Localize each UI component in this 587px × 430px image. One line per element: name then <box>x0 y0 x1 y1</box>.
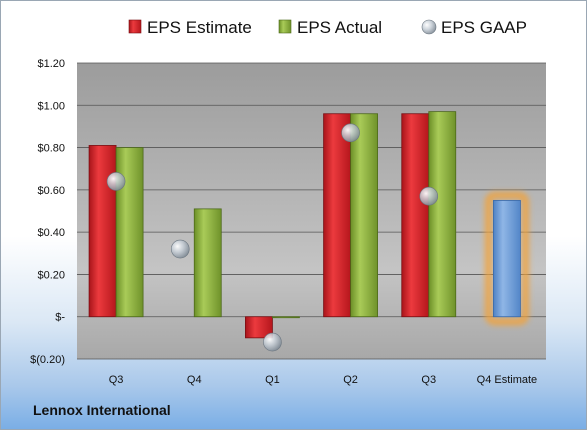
legend-label: EPS GAAP <box>441 18 527 37</box>
x-tick-label: Q1 <box>265 374 280 386</box>
y-tick-label: $- <box>55 312 65 324</box>
legend-swatch <box>128 19 142 34</box>
y-tick-label: $0.80 <box>37 143 65 155</box>
legend-label: EPS Actual <box>297 18 382 37</box>
y-tick-label: $0.40 <box>37 227 65 239</box>
y-tick-label: $(0.20) <box>30 354 65 366</box>
eps-actual-bar <box>350 113 378 318</box>
eps-gaap-point <box>419 186 439 206</box>
plot-background <box>77 63 546 359</box>
y-tick-label: $0.60 <box>37 185 65 197</box>
legend-swatch <box>421 19 437 35</box>
eps-gaap-point <box>341 123 360 143</box>
y-tick-label: $1.20 <box>37 58 65 70</box>
x-tick-label: Q4 Estimate <box>477 374 538 386</box>
x-tick-label: Q2 <box>343 374 358 386</box>
eps-estimate-bar <box>88 145 117 318</box>
eps-actual-bar <box>115 147 144 318</box>
legend: EPS Estimate EPS Actual EPS GAAP <box>128 18 527 37</box>
eps-estimate-bar <box>493 200 521 318</box>
company-name: Lennox International <box>33 402 171 418</box>
eps-gaap-point <box>263 332 282 352</box>
legend-label: EPS Estimate <box>147 18 252 37</box>
eps-estimate-bar <box>245 316 273 339</box>
eps-estimate-bar <box>401 113 430 318</box>
legend-swatch <box>278 19 292 34</box>
eps-actual-bar <box>193 208 222 318</box>
eps-actual-bar <box>272 316 300 319</box>
eps-gaap-point <box>170 239 190 259</box>
y-tick-label: $1.00 <box>37 100 65 112</box>
eps-estimate-bar <box>323 113 351 318</box>
x-tick-label: Q3 <box>421 374 436 386</box>
eps-gaap-point <box>106 172 126 191</box>
plot-area: $1.20 $1.00 $0.80 $0.60 $0.40 $0.20 $- $(0.20) Q… <box>30 58 546 386</box>
estimate-highlight-glow <box>484 191 529 326</box>
y-tick-label: $0.20 <box>37 269 65 281</box>
x-tick-label: Q4 <box>187 374 202 386</box>
x-tick-label: Q3 <box>109 374 124 386</box>
eps-actual-bar <box>428 111 457 318</box>
